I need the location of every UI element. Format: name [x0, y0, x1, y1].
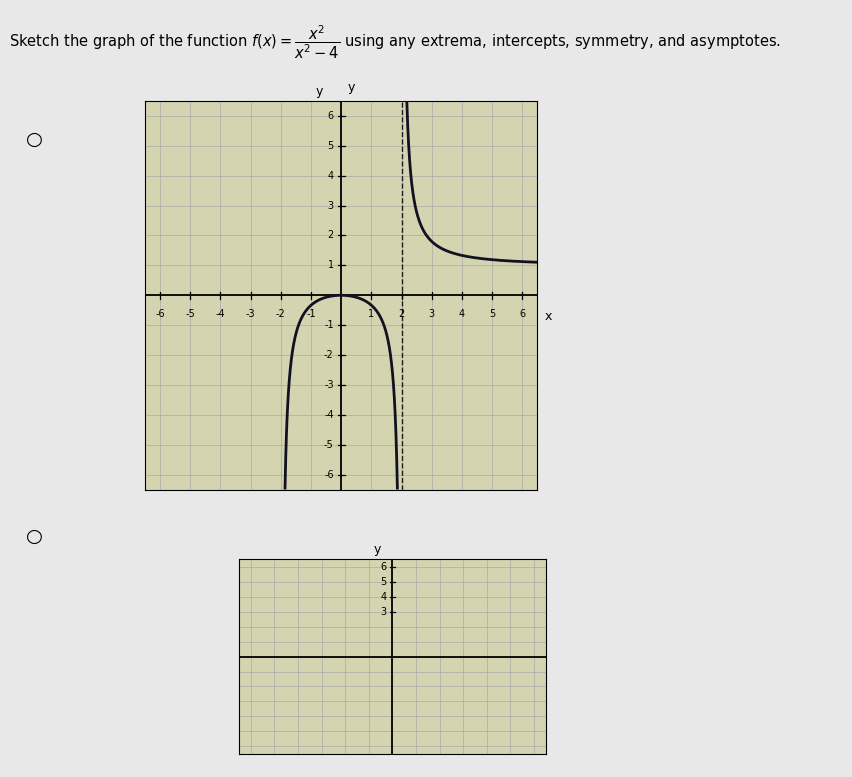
Text: 4: 4	[458, 308, 464, 319]
Text: 6: 6	[327, 111, 333, 121]
Text: 3: 3	[327, 200, 333, 211]
Text: -3: -3	[324, 380, 333, 390]
Text: -4: -4	[216, 308, 225, 319]
Text: -6: -6	[155, 308, 164, 319]
Text: 5: 5	[488, 308, 495, 319]
Text: 3: 3	[429, 308, 435, 319]
Text: 4: 4	[380, 592, 386, 602]
Text: 6: 6	[380, 562, 386, 572]
Text: 5: 5	[380, 577, 386, 587]
Text: -1: -1	[324, 320, 333, 330]
Text: -2: -2	[276, 308, 285, 319]
Text: 2: 2	[398, 308, 404, 319]
Text: 3: 3	[380, 607, 386, 617]
Text: -3: -3	[245, 308, 255, 319]
Text: y: y	[315, 85, 323, 98]
Text: -4: -4	[324, 409, 333, 420]
Text: x: x	[544, 310, 551, 323]
Text: 5: 5	[327, 141, 333, 151]
Text: 1: 1	[368, 308, 374, 319]
Text: -2: -2	[324, 350, 333, 360]
Text: 6: 6	[519, 308, 525, 319]
Text: 4: 4	[327, 171, 333, 181]
Text: -5: -5	[324, 440, 333, 450]
Text: 2: 2	[327, 231, 333, 241]
Text: -5: -5	[185, 308, 195, 319]
Text: Sketch the graph of the function $f(x)=\dfrac{x^2}{x^2-4}$ using any extrema, in: Sketch the graph of the function $f(x)=\…	[9, 23, 780, 61]
Text: ○: ○	[26, 131, 43, 149]
Text: -1: -1	[306, 308, 315, 319]
Text: y: y	[373, 543, 380, 556]
Text: -6: -6	[324, 469, 333, 479]
Text: y: y	[347, 81, 354, 93]
Text: ○: ○	[26, 527, 43, 545]
Text: 1: 1	[327, 260, 333, 270]
